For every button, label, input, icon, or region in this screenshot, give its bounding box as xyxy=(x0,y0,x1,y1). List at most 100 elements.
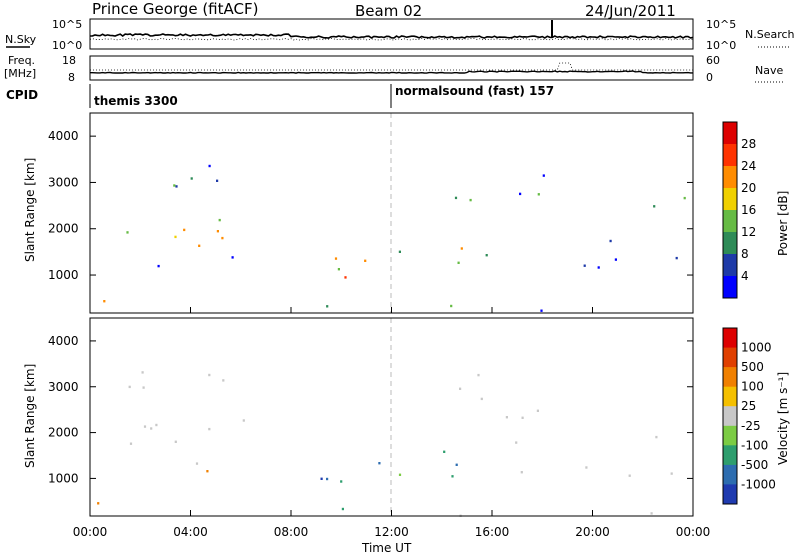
data-cell xyxy=(231,256,234,259)
data-cell xyxy=(198,244,201,247)
colorbar-swatch xyxy=(723,232,737,255)
data-cell xyxy=(670,472,673,475)
data-cell xyxy=(457,261,460,264)
data-cell xyxy=(443,450,446,453)
cpid-panel: CPID themis 3300 normalsound (fast) 157 xyxy=(6,84,554,108)
data-cell xyxy=(455,463,458,466)
data-cell xyxy=(585,466,588,469)
data-cell xyxy=(175,185,178,188)
colorbar-tick-label: 16 xyxy=(741,203,756,217)
nave-tick-top: 60 xyxy=(706,54,720,67)
y-tick-label: 1000 xyxy=(48,471,79,485)
colorbar-tick-label: 500 xyxy=(741,360,764,374)
x-tick-label: 16:00 xyxy=(475,525,510,539)
nave-label: Nave xyxy=(755,64,783,77)
data-cell xyxy=(683,196,686,200)
data-cell xyxy=(155,423,158,427)
colorbar-tick-label: 20 xyxy=(741,181,756,195)
colorbar-swatch xyxy=(723,276,737,299)
data-cell xyxy=(675,256,678,260)
colorbar-swatch xyxy=(723,445,737,466)
freq-panel: Freq. [MHz] 18 8 60 0 Nave xyxy=(4,54,785,84)
colorbar-swatch xyxy=(723,188,737,211)
y-tick-label: 4000 xyxy=(48,129,79,143)
power-colorbar: 4 8 12 16 20 24 28 xyxy=(722,121,756,299)
data-cell xyxy=(451,475,454,478)
velocity-panel: 1000 2000 3000 4000 Slant Range [km] 1000 50… xyxy=(23,317,790,517)
y-tick-label: 2000 xyxy=(48,426,79,440)
noise-right-tick-top: 10^5 xyxy=(706,18,736,31)
colorbar-tick-label: 28 xyxy=(741,137,756,151)
x-tick-label: 20:00 xyxy=(575,525,610,539)
data-cell xyxy=(364,259,367,262)
data-cell xyxy=(537,193,540,196)
data-cell xyxy=(126,231,129,234)
data-cell xyxy=(542,174,545,177)
data-cell xyxy=(515,441,518,444)
time-axis-label: Time UT xyxy=(361,541,412,554)
colorbar-tick-label: 100 xyxy=(741,380,764,394)
colorbar-tick-label: -100 xyxy=(741,438,768,452)
plot-title: Prince George (fitACF) xyxy=(92,0,258,18)
data-cell xyxy=(208,427,211,431)
data-cell xyxy=(157,264,160,268)
data-cell xyxy=(653,205,656,208)
x-tick-label: 00:00 xyxy=(676,525,711,539)
date-label: 24/Jun/2011 xyxy=(585,2,676,20)
data-cell xyxy=(150,427,153,430)
data-cell xyxy=(337,268,340,271)
frequency-trace xyxy=(90,70,693,74)
velocity-colorbar: 1000 500 100 25 -25 -100 -500 -1000 xyxy=(722,327,776,505)
noise-left-tick-bottom: 10^0 xyxy=(52,39,82,52)
data-cell xyxy=(208,164,211,168)
cpid-program-1: themis 3300 xyxy=(94,94,178,108)
data-cell xyxy=(216,230,219,233)
data-cell xyxy=(536,409,539,412)
colorbar-tick-label: -25 xyxy=(741,419,761,433)
colorbar-tick-label: 24 xyxy=(741,159,756,173)
colorbar-swatch xyxy=(723,386,737,407)
data-cell xyxy=(143,425,147,428)
data-cell xyxy=(326,305,329,308)
data-cell xyxy=(128,385,131,389)
data-cell xyxy=(628,474,631,477)
cpid-program-2: normalsound (fast) 157 xyxy=(395,84,554,98)
noise-right-tick-bottom: 10^0 xyxy=(706,39,736,52)
data-cell xyxy=(190,177,193,180)
data-cell xyxy=(208,373,211,377)
colorbar-tick-label: 8 xyxy=(741,247,749,261)
data-cell xyxy=(183,228,186,232)
data-cell xyxy=(540,309,543,312)
power-colorbar-label: Power [dB] xyxy=(776,191,790,256)
power-y-ticks: 1000 2000 3000 4000 xyxy=(48,129,693,282)
freq-tick-top: 18 xyxy=(62,54,76,67)
noise-sky-trace xyxy=(89,33,694,39)
y-tick-label: 2000 xyxy=(48,222,79,236)
noise-right-label: N.Search xyxy=(745,28,795,41)
cpid-label: CPID xyxy=(6,88,38,102)
time-axis-ticks: 00:00 04:00 08:00 12:00 16:00 20:00 00:00 xyxy=(73,307,711,539)
data-cell xyxy=(206,470,209,473)
velocity-y-ticks: 1000 2000 3000 4000 xyxy=(48,334,693,485)
freq-label-2: [MHz] xyxy=(4,67,36,80)
data-cell xyxy=(174,235,177,239)
data-cell xyxy=(142,386,145,389)
x-tick-label: 12:00 xyxy=(374,525,409,539)
data-cell xyxy=(222,379,225,382)
data-cell xyxy=(460,247,463,250)
data-cell xyxy=(521,416,524,419)
data-cell xyxy=(341,507,344,511)
power-y-label: Slant Range [km] xyxy=(23,158,37,262)
data-cell xyxy=(103,300,106,303)
colorbar-tick-label: 25 xyxy=(741,399,756,413)
colorbar-swatch xyxy=(723,347,737,368)
data-cell xyxy=(221,236,224,240)
nave-tick-bottom: 0 xyxy=(706,71,713,84)
noise-search-trace xyxy=(89,38,694,41)
data-cell xyxy=(609,239,612,243)
noise-left-tick-top: 10^5 xyxy=(52,18,82,31)
nave-trace xyxy=(90,62,693,71)
y-tick-label: 4000 xyxy=(48,334,79,348)
data-cell xyxy=(469,198,472,202)
